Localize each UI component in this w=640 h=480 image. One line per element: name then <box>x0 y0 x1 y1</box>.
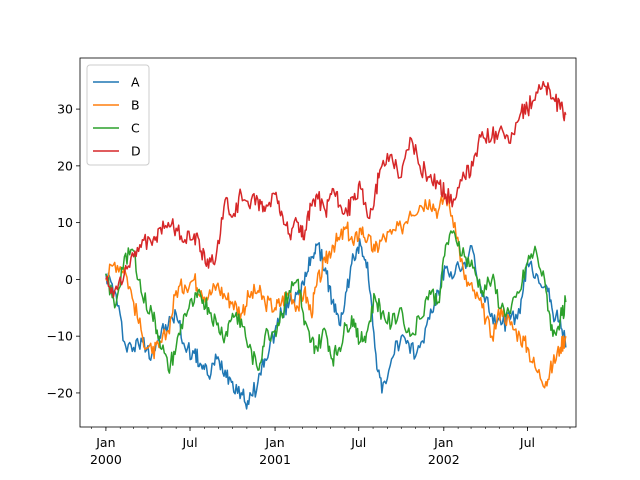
y-tick-label: 10 <box>57 215 73 230</box>
y-tick-label: −20 <box>47 385 73 400</box>
y-axis: −20 −10 0 10 20 30 <box>47 102 80 400</box>
x-tick-label: 2000 <box>90 452 122 467</box>
series-line-d <box>105 80 567 298</box>
series-line-a <box>105 238 567 410</box>
y-tick-label: 30 <box>57 102 73 117</box>
legend-box <box>86 64 150 166</box>
series-lines <box>105 80 567 410</box>
x-tick-label: Jan <box>95 435 115 450</box>
legend-label-b: B <box>131 98 140 113</box>
legend-label-a: A <box>131 75 140 90</box>
y-tick-label: 0 <box>65 272 73 287</box>
x-axis: Jan 2000 Jul Jan 2001 Jul Jan 2002 Jul <box>90 427 571 467</box>
x-tick-label: Jul <box>350 435 366 450</box>
x-tick-label: Jan <box>264 435 284 450</box>
y-tick-label: −10 <box>47 329 73 344</box>
legend-label-d: D <box>131 144 141 159</box>
legend-label-c: C <box>131 121 140 136</box>
y-tick-label: 20 <box>57 158 73 173</box>
x-tick-label: 2002 <box>428 452 460 467</box>
x-tick-label: Jul <box>519 435 535 450</box>
x-tick-label: Jul <box>181 435 197 450</box>
series-line-b <box>105 193 567 389</box>
x-tick-label: Jan <box>433 435 453 450</box>
series-line-c <box>105 230 567 374</box>
x-tick-label: 2001 <box>259 452 291 467</box>
plot-frame <box>79 57 577 428</box>
